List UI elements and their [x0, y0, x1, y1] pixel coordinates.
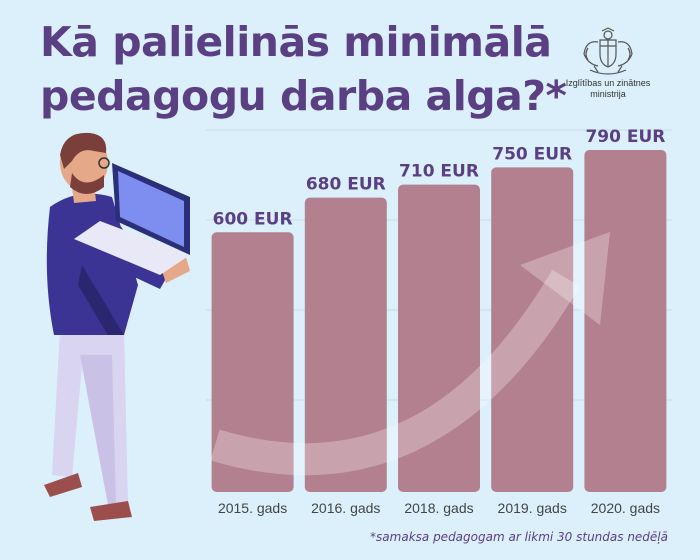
- bar-4: [491, 167, 574, 492]
- value-label-2: 680 EUR: [306, 175, 386, 195]
- page-title-line-2: pedagogu darba alga?*: [40, 72, 567, 120]
- bar-1: [211, 232, 294, 492]
- chart-value-labels: 600 EUR 680 EUR 710 EUR 750 EUR 790 EUR: [213, 127, 666, 229]
- page-title-line-1: Kā palielinās minimālā: [40, 18, 552, 66]
- growth-arrow-icon: [210, 232, 610, 476]
- x-tick-label-1: 2015. gads: [218, 500, 287, 516]
- bar-5: [584, 150, 667, 492]
- value-label-5: 790 EUR: [585, 127, 665, 147]
- logo-text-line-1: Izglītības un zinātnes: [565, 78, 651, 88]
- x-tick-label-2: 2016. gads: [311, 500, 380, 516]
- x-tick-label-5: 2020. gads: [591, 500, 660, 516]
- logo-text-line-2: ministrija: [590, 89, 626, 99]
- bar-2: [304, 197, 387, 493]
- bar-3: [398, 184, 480, 492]
- x-tick-label-4: 2019. gads: [498, 500, 567, 516]
- value-label-3: 710 EUR: [399, 162, 479, 182]
- chart-x-axis: 2015. gads 2016. gads 2018. gads 2019. gads…: [218, 500, 660, 516]
- coat-of-arms-icon: [583, 27, 633, 75]
- footnote: *samaksa pedagogam ar likmi 30 stundas n…: [370, 530, 668, 544]
- chart-bars: [211, 150, 667, 493]
- value-label-4: 750 EUR: [492, 144, 572, 164]
- x-tick-label-3: 2018. gads: [404, 500, 473, 516]
- teacher-with-laptop-icon: [44, 132, 190, 521]
- value-label-1: 600 EUR: [213, 209, 293, 229]
- ministry-logo: Izglītības un zinātnes ministrija: [556, 26, 660, 100]
